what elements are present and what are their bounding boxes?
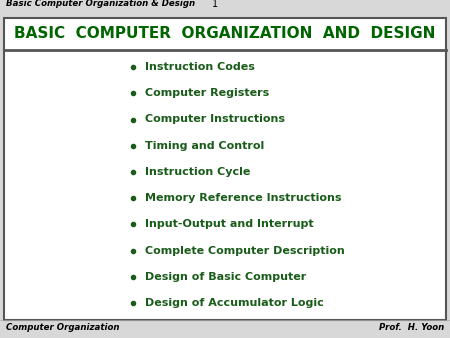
Text: Computer Registers: Computer Registers [145,88,269,98]
Text: Design of Accumulator Logic: Design of Accumulator Logic [145,298,324,308]
Text: Design of Basic Computer: Design of Basic Computer [145,272,306,282]
Text: Basic Computer Organization & Design: Basic Computer Organization & Design [6,0,195,8]
Text: Complete Computer Description: Complete Computer Description [145,245,345,256]
Text: Memory Reference Instructions: Memory Reference Instructions [145,193,342,203]
Text: Input-Output and Interrupt: Input-Output and Interrupt [145,219,314,229]
Text: Instruction Cycle: Instruction Cycle [145,167,250,177]
Text: Timing and Control: Timing and Control [145,141,264,151]
Text: 1: 1 [212,0,218,9]
Text: Computer Instructions: Computer Instructions [145,115,285,124]
Text: BASIC  COMPUTER  ORGANIZATION  AND  DESIGN: BASIC COMPUTER ORGANIZATION AND DESIGN [14,26,436,42]
Text: Computer Organization: Computer Organization [6,323,120,333]
Text: Prof.  H. Yoon: Prof. H. Yoon [379,323,444,333]
Text: Instruction Codes: Instruction Codes [145,62,255,72]
Bar [4,18,446,320]
